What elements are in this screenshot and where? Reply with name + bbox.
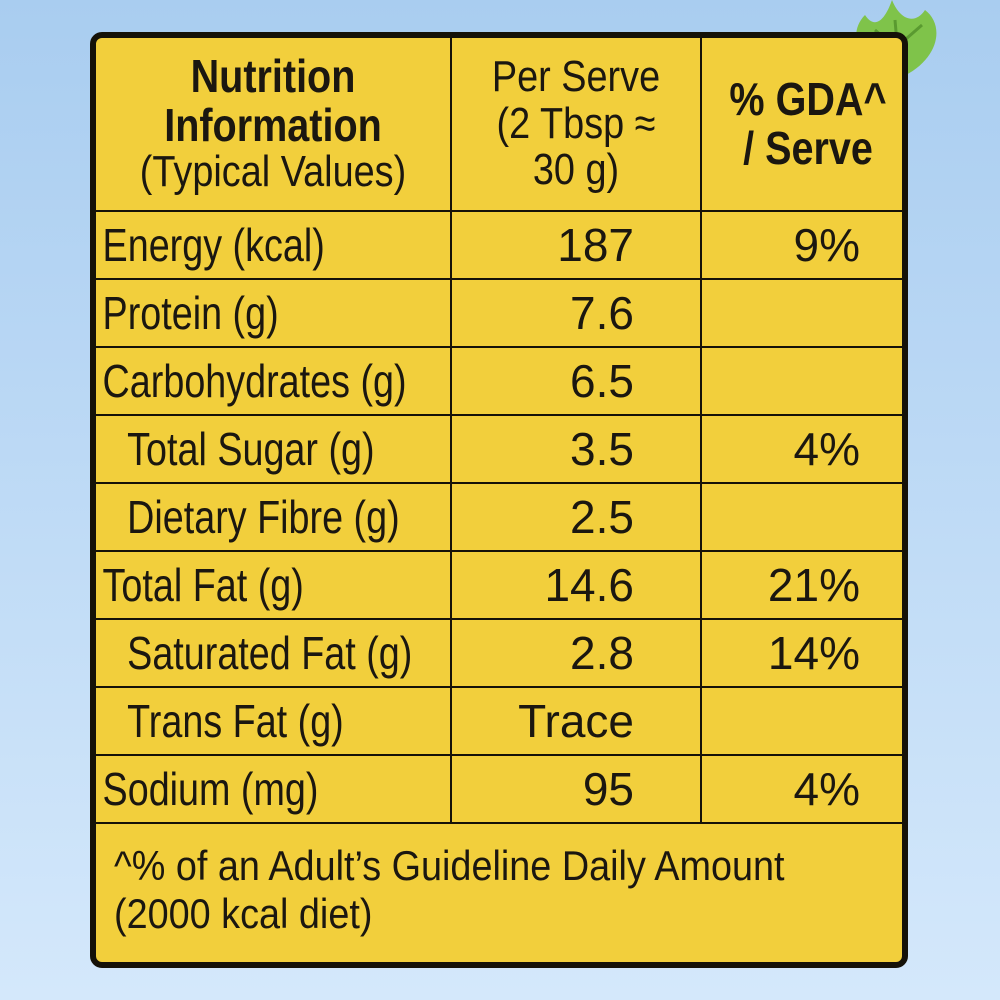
nutrient-gda <box>700 278 902 348</box>
nutrient-value: 95 <box>450 754 702 824</box>
nutrient-name: Total Sugar (g) <box>96 414 452 484</box>
nutrient-name: Energy (kcal) <box>96 210 452 280</box>
nutrient-name: Saturated Fat (g) <box>96 618 452 688</box>
table-row: Carbohydrates (g) 6.5 <box>96 346 902 416</box>
nutrient-name: Sodium (mg) <box>96 754 452 824</box>
nutrient-name: Dietary Fibre (g) <box>96 482 452 552</box>
nutrient-value: 187 <box>450 210 702 280</box>
nutrient-value: 7.6 <box>450 278 702 348</box>
nutrient-gda: 14% <box>700 618 902 688</box>
nutrient-value: 3.5 <box>450 414 702 484</box>
table-row: Trans Fat (g) Trace <box>96 686 902 756</box>
nutrient-name: Total Fat (g) <box>96 550 452 620</box>
nutrient-name: Protein (g) <box>96 278 452 348</box>
footnote-line-1: ^% of an Adult’s Guideline Daily Amount <box>114 842 785 889</box>
table-row: Energy (kcal) 187 9% <box>96 210 902 280</box>
header-nutrition-info: Nutrition Information (Typical Values) <box>96 38 452 212</box>
nutrient-gda: 21% <box>700 550 902 620</box>
nutrient-gda: 4% <box>700 414 902 484</box>
nutrient-value: 2.8 <box>450 618 702 688</box>
table-row: Total Fat (g) 14.6 21% <box>96 550 902 620</box>
nutrition-table: Nutrition Information (Typical Values) P… <box>96 38 902 962</box>
header-per-serve: Per Serve (2 Tbsp ≈ 30 g) <box>450 38 702 212</box>
table-row: Saturated Fat (g) 2.8 14% <box>96 618 902 688</box>
nutrient-value: 14.6 <box>450 550 702 620</box>
nutrient-name: Carbohydrates (g) <box>96 346 452 416</box>
table-header: Nutrition Information (Typical Values) P… <box>96 38 902 212</box>
nutrient-name: Trans Fat (g) <box>96 686 452 756</box>
table-row: Protein (g) 7.6 <box>96 278 902 348</box>
nutrient-value: 2.5 <box>450 482 702 552</box>
header-gda: % GDA^ / Serve <box>700 38 902 212</box>
footnote: ^% of an Adult’s Guideline Daily Amount … <box>96 822 902 962</box>
nutrient-value: 6.5 <box>450 346 702 416</box>
nutrient-gda <box>700 686 902 756</box>
nutrient-gda: 9% <box>700 210 902 280</box>
nutrient-value: Trace <box>450 686 702 756</box>
table-row: Total Sugar (g) 3.5 4% <box>96 414 902 484</box>
footnote-line-2: (2000 kcal diet) <box>114 889 373 937</box>
table-row: Dietary Fibre (g) 2.5 <box>96 482 902 552</box>
nutrition-label: Nutrition Information (Typical Values) P… <box>90 32 908 968</box>
table-row: Sodium (mg) 95 4% <box>96 754 902 824</box>
nutrient-gda <box>700 346 902 416</box>
nutrient-gda <box>700 482 902 552</box>
footnote-row: ^% of an Adult’s Guideline Daily Amount … <box>96 822 902 962</box>
nutrient-gda: 4% <box>700 754 902 824</box>
